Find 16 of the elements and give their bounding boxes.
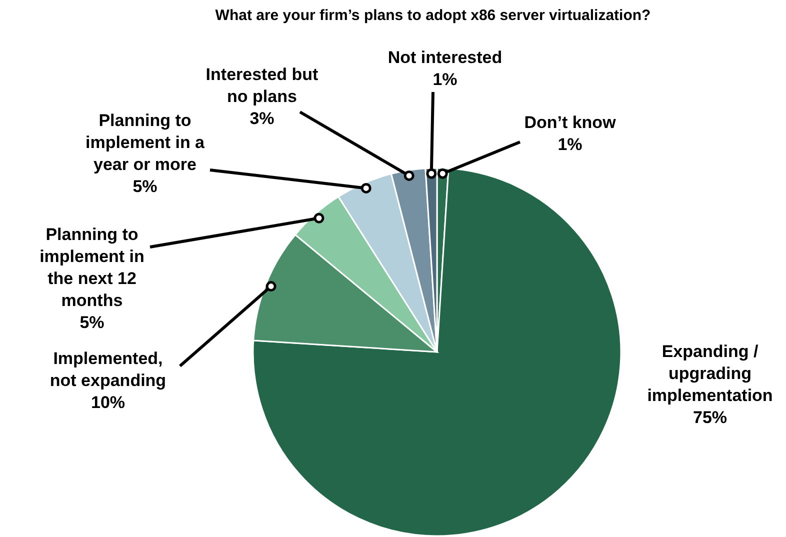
data-label: 5% <box>132 177 158 196</box>
data-label: 3% <box>250 109 274 128</box>
chart-title: What are your firm’s plans to adopt x86 server virtualization? <box>215 7 651 24</box>
slice-label: Not interested <box>388 48 502 67</box>
slice-label: Expanding / upgrading implementation <box>647 342 773 405</box>
slice-label: Planning to implement in a year or more <box>85 111 206 174</box>
data-label: 5% <box>80 313 104 332</box>
data-label: 10% <box>90 393 126 412</box>
pie-slice <box>252 168 622 537</box>
data-label: 1% <box>432 70 458 89</box>
slice-label: Implemented, not expanding <box>50 349 166 390</box>
slice-label: Don’t know <box>524 113 617 132</box>
data-label: 1% <box>558 135 582 154</box>
slice-label: Planning to implement in the next 12 months <box>40 225 144 310</box>
data-label: 75% <box>692 408 728 427</box>
slice-label: Interested but no plans <box>206 65 319 106</box>
